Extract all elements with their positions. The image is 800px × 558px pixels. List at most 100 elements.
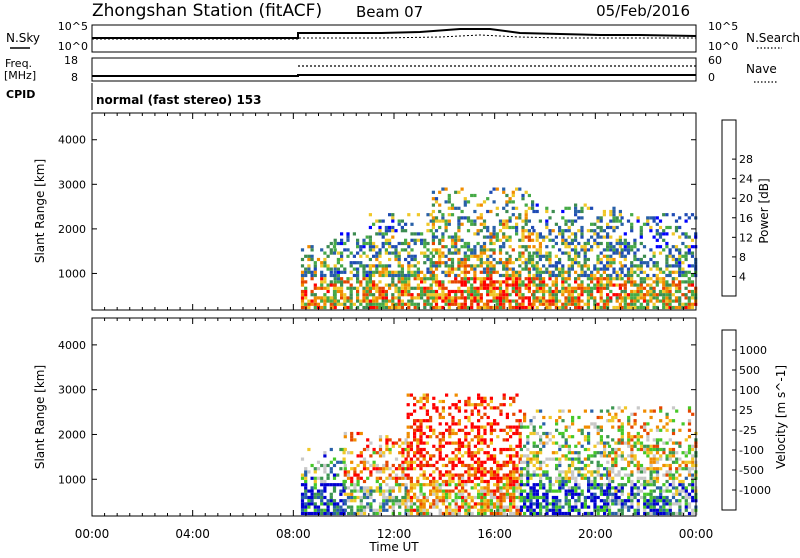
scatter-cell [496,508,500,512]
scatter-cell [316,495,321,500]
scatter-cell [505,203,509,207]
scatter-cell [366,489,370,493]
scatter-cell [492,248,496,252]
scatter-cell [548,305,552,310]
colorbar-tick-label: 24 [739,173,753,186]
scatter-cell [548,302,552,306]
scatter-cell [353,473,357,477]
scatter-cell [343,267,347,271]
scatter-cell [444,293,448,297]
scatter-cell [567,457,571,461]
scatter-cell [333,296,337,300]
scatter-cell [662,511,666,516]
scatter-cell [353,499,357,503]
scatter-cell [470,505,474,509]
scatter-cell [429,273,433,278]
scatter-cell [527,235,531,239]
scatter-cell [416,213,420,217]
scatter-cell [426,254,430,258]
scatter-cell [558,444,562,448]
scatter-cell [609,261,613,265]
scatter-cell [630,457,634,461]
scatter-cell [502,219,506,223]
scatter-cell [532,473,536,477]
scatter-cell [652,502,656,506]
scatter-cell [431,190,435,194]
scatter-cell [336,505,340,509]
scatter-cell [587,457,591,461]
scatter-cell [454,431,458,436]
scatter-cell [668,454,672,458]
scatter-cell [466,305,471,310]
scatter-cell [529,499,533,503]
scatter-cell [350,508,354,512]
scatter-cell [432,403,436,407]
scatter-cell [636,511,640,516]
nave-tick-bottom: 0 [708,71,715,84]
scatter-cell [515,476,519,480]
scatter-cell [368,270,372,274]
scatter-cell [611,406,615,410]
scatter-cell [346,232,350,236]
scatter-cell [429,425,433,429]
scatter-cell [489,425,493,429]
scatter-cell [580,505,584,509]
scatter-cell [419,451,423,455]
scatter-cell [519,476,523,480]
scatter-cell [381,293,385,297]
scatter-cell [486,270,490,274]
scatter-cell [333,283,337,287]
scatter-cell [492,257,496,262]
scatter-cell [467,441,471,445]
scatter-cell [326,296,330,300]
scatter-cell [639,447,644,452]
scatter-cell [432,492,436,496]
scatter-cell [627,431,631,436]
scatter-cell [339,483,343,487]
scatter-cell [633,241,637,246]
scatter-cell [590,206,594,210]
scatter-cell [429,264,433,268]
scatter-cell [524,219,528,223]
scatter-cell [369,486,373,490]
scatter-cell [603,454,607,458]
scatter-cell [675,409,679,413]
scatter-cell [655,476,660,480]
scatter-cell [431,293,435,297]
scatter-cell [460,302,464,306]
scatter-cell [574,467,578,471]
x-tick-label: 12:00 [377,527,412,541]
scatter-cell [434,200,439,204]
scatter-cell [304,289,308,294]
scatter-cell [590,222,594,226]
scatter-cell [515,483,519,487]
scatter-cell [450,241,455,246]
scatter-cell [587,454,591,458]
scatter-cell [457,219,461,223]
scatter-cell [583,273,587,278]
scatter-cell [646,511,650,516]
scatter-cell [349,277,353,281]
scatter-cell [416,305,420,310]
scatter-cell [511,200,515,204]
scatter-cell [574,289,578,294]
scatter-cell [529,451,533,455]
scatter-cell [561,435,565,439]
scatter-cell [527,286,531,290]
scatter-cell [381,299,385,303]
velocity-colorbar-label: Velocity [m s^-1] [774,365,788,469]
x-tick-label: 08:00 [276,527,311,541]
scatter-cell [423,245,427,249]
scatter-cell [310,254,314,258]
scatter-cell [655,229,659,233]
scatter-cell [366,505,370,509]
scatter-cell [630,483,634,487]
scatter-cell [602,270,606,274]
scatter-cell [350,451,354,455]
scatter-cell [489,505,493,509]
scatter-cell [407,305,411,310]
scatter-cell [473,264,477,268]
scatter-cell [461,486,465,490]
scatter-cell [548,257,552,262]
scatter-cell [431,280,435,284]
